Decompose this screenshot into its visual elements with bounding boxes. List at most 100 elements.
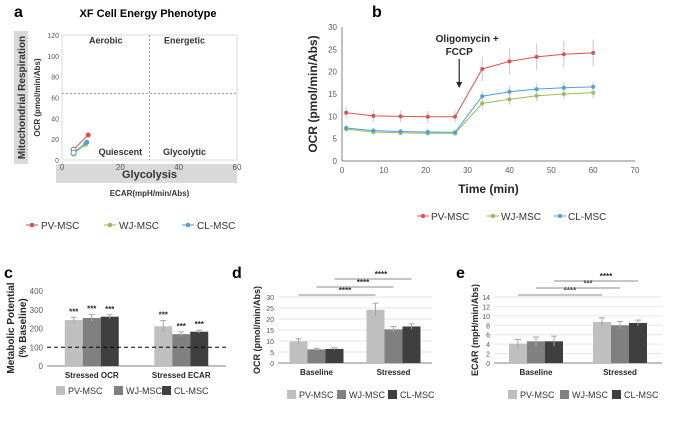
legend-label: CL-MSC: [624, 390, 659, 400]
legend-label: CL-MSC: [568, 212, 606, 223]
x-tick-label: 60: [589, 166, 598, 175]
category-label: Stressed ECAR: [152, 371, 211, 380]
y-tick-label: 10: [328, 112, 337, 121]
glycolysis-banner-bg: [56, 164, 237, 183]
significance-label: ****: [564, 286, 577, 295]
y-tick-label: 2: [486, 352, 490, 359]
data-point: [480, 94, 485, 99]
data-point: [371, 113, 376, 118]
panel-d-plot: 0 5 10 15 20 25 30 Baseline Stressed **** **** ****…: [252, 270, 435, 400]
y-tick-label: 15: [266, 328, 274, 335]
data-point: [591, 90, 596, 95]
bar: [509, 343, 527, 363]
data-point: [534, 54, 539, 59]
legend-swatch: [337, 390, 346, 399]
quadrant-aerobic: Aerobic: [89, 35, 123, 45]
legend-label: PV-MSC: [68, 386, 103, 396]
significance-label: ****: [339, 286, 352, 295]
data-point: [480, 101, 485, 106]
panel-label-d: d: [232, 265, 242, 282]
data-point: [398, 129, 403, 134]
bar: [611, 325, 629, 363]
bar: [384, 329, 403, 363]
x-tick-label: 30: [463, 166, 472, 175]
mito-banner-bg: [14, 31, 28, 164]
legend-label: PV-MSC: [431, 212, 469, 223]
bar: [307, 349, 326, 363]
data-point: [561, 52, 566, 57]
panel-b-plot: 0 10 20 30 40 50 60 70 0 5 10 15 20 25 30 Time (min) OCR…: [306, 23, 640, 223]
y-tick-label: 20: [328, 68, 337, 77]
significance-label: ****: [375, 270, 388, 279]
y-tick-label: 300: [30, 306, 44, 315]
annotation-line2: FCCP: [446, 47, 474, 58]
y-tick-label: 12: [482, 304, 490, 311]
y-tick-label: 30: [328, 23, 337, 32]
data-point: [591, 50, 596, 55]
quadrant-glycolytic: Glycolytic: [163, 147, 206, 157]
panel-c-plot: 0 100 200 300 400 Stressed OCR *** *** *** Stress…: [6, 282, 226, 396]
category-label: Baseline: [520, 368, 553, 377]
bar: [100, 316, 119, 366]
data-point: [507, 59, 512, 64]
mito-banner: Mitochondrial Respiration: [17, 36, 28, 159]
data-point: [425, 114, 430, 119]
y-tick-label: 25: [266, 306, 274, 313]
y-tick-label: 0: [333, 157, 338, 166]
significance-label: ****: [357, 278, 370, 287]
data-point: [534, 93, 539, 98]
x-axis-label: ECAR(mpH/min/Abs): [110, 189, 190, 198]
x-tick-label: 60: [233, 163, 242, 172]
y-tick-label: 100: [30, 343, 44, 352]
legend-label: PV-MSC: [41, 221, 79, 232]
x-tick-label: 0: [60, 163, 65, 172]
y-tick-label: 10: [482, 314, 490, 321]
y-tick-label: 14: [482, 295, 490, 302]
panel-label-e: e: [456, 265, 465, 282]
y-tick-label: 40: [51, 116, 59, 123]
data-point: [507, 89, 512, 94]
bar: [190, 331, 209, 366]
y-tick-label: 200: [30, 325, 44, 334]
bar: [154, 326, 173, 366]
quadrant-energetic: Energetic: [164, 35, 205, 45]
significance-label: ***: [195, 320, 205, 329]
y-tick-label: 0: [55, 158, 59, 165]
data-point: [480, 66, 485, 71]
category-label: Stressed OCR: [65, 371, 119, 380]
y-tick-label: 8: [486, 323, 490, 330]
bar: [82, 318, 101, 366]
significance-label: ***: [583, 279, 593, 288]
significance-label: ***: [105, 305, 115, 314]
glycolysis-banner: Glycolysis: [122, 169, 177, 181]
bar: [629, 322, 647, 363]
legend-marker: [490, 213, 496, 219]
data-point: [371, 128, 376, 133]
legend-marker: [29, 222, 35, 228]
panel-a-title: XF Cell Energy Phenotype: [80, 8, 217, 20]
legend-marker: [420, 213, 426, 219]
y-tick-label: 10: [266, 339, 274, 346]
bar: [64, 320, 83, 366]
panel-label-b: b: [372, 4, 382, 21]
stressed-point: [85, 132, 91, 138]
y-tick-label: 100: [47, 54, 59, 61]
y-tick-label: 30: [266, 295, 274, 302]
annotation-arrow-head: [456, 82, 463, 88]
legend-swatch: [162, 386, 171, 395]
data-point: [507, 97, 512, 102]
y-axis-label-line2: (% Baseline): [18, 298, 29, 357]
data-point: [344, 110, 349, 115]
x-axis-label: Time (min): [458, 182, 518, 196]
legend-swatch: [114, 386, 123, 395]
legend-label: WJ-MSC: [349, 390, 385, 400]
legend-label: WJ-MSC: [501, 212, 541, 223]
legend-swatch: [287, 390, 296, 399]
y-tick-label: 20: [266, 317, 274, 324]
x-tick-label: 50: [547, 166, 556, 175]
legend-label: CL-MSC: [400, 390, 435, 400]
quadrant-quiescent: Quiescent: [99, 147, 143, 157]
legend-marker: [107, 222, 113, 228]
